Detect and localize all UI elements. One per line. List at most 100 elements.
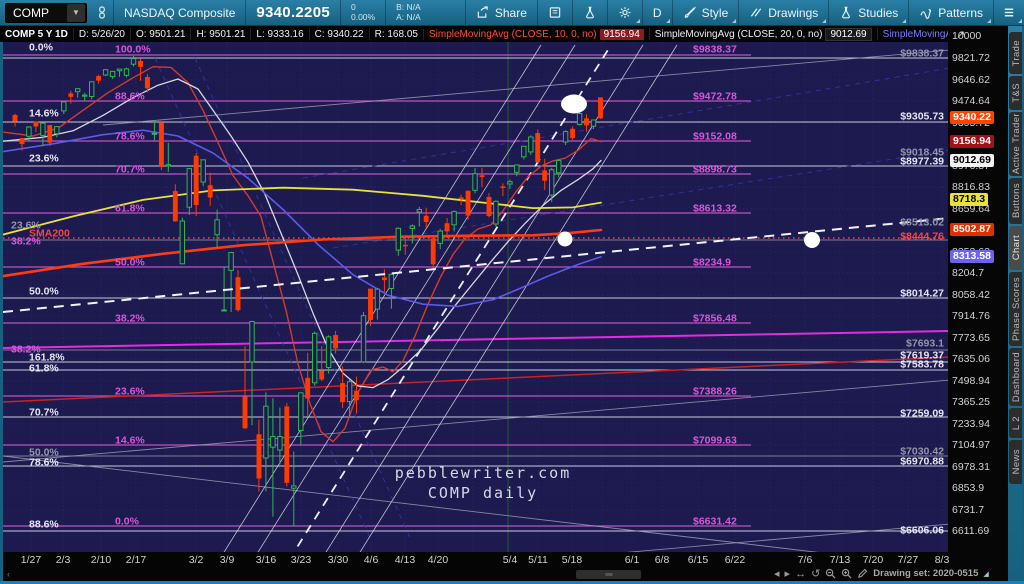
svg-text:$9838.37: $9838.37 <box>693 44 737 56</box>
pencil-icon[interactable] <box>857 568 868 579</box>
studies-button[interactable]: Studies <box>829 0 908 25</box>
chevron-down-icon[interactable]: ▼ <box>67 3 85 22</box>
svg-text:$8513.02: $8513.02 <box>900 217 944 229</box>
svg-text:$7856.48: $7856.48 <box>693 313 737 325</box>
price-axis-label: 8204.7 <box>952 267 985 279</box>
time-axis-label: 4/6 <box>363 554 379 566</box>
top-toolbar: COMP ▼ NASDAQ Composite 9340.2205 0 0.00… <box>0 0 1024 26</box>
link-icon[interactable] <box>91 0 113 25</box>
time-axis-label: 3/30 <box>327 554 349 566</box>
svg-text:$8977.39: $8977.39 <box>900 156 944 168</box>
price-axis-badge: 8502.87 <box>950 223 994 236</box>
svg-text:50.0%: 50.0% <box>115 257 145 269</box>
time-axis-label: 2/3 <box>55 554 71 566</box>
share-button[interactable]: Share <box>466 0 537 25</box>
zoom-out-icon[interactable] <box>825 568 836 579</box>
ask-value: A: N/A <box>396 11 421 22</box>
sidebar-tab-phase-scores[interactable]: Phase Scores <box>1009 272 1024 346</box>
svg-text:$6606.06: $6606.06 <box>900 525 944 537</box>
svg-text:50.0%: 50.0% <box>29 286 59 298</box>
window-right-edge <box>1022 26 1024 584</box>
style-button[interactable]: Style <box>673 0 739 25</box>
price-axis[interactable]: ↗ 100009821.729646.629474.649305.728976.… <box>948 26 1008 584</box>
ohlc-field: O: 9501.21 <box>131 28 192 40</box>
svg-text:38.2%: 38.2% <box>11 344 41 356</box>
menu-button[interactable] <box>994 0 1024 25</box>
svg-text:61.8%: 61.8% <box>115 203 145 215</box>
scroll-left-icon[interactable]: ‹ <box>7 569 10 579</box>
window-bottom-edge <box>0 581 1024 584</box>
timeframe-button[interactable]: D <box>643 0 672 25</box>
sidebar-tab-dashboard[interactable]: Dashboard <box>1009 348 1024 406</box>
expand-horizontal-icon[interactable]: ↔ <box>795 567 807 580</box>
svg-text:50.0%: 50.0% <box>29 447 59 459</box>
study-label[interactable]: SimpleMovingAvg (CLOSE, 10, 0, no) 9156.9… <box>424 28 650 40</box>
pan-left-icon[interactable]: ◂ <box>774 567 780 580</box>
svg-text:pebblewriter.com: pebblewriter.com <box>395 464 572 482</box>
price-axis-label: 6978.31 <box>952 461 990 473</box>
svg-text:$7619.37: $7619.37 <box>900 350 944 362</box>
chart-scrollbar[interactable]: ‹ <box>0 569 948 581</box>
price-axis-label: 7914.76 <box>952 310 990 322</box>
price-chart: 0.0%14.6%23.6%23.6%SMA20038.2%50.0%38.2%… <box>3 42 948 552</box>
wave-icon <box>919 6 933 19</box>
notes-button[interactable] <box>538 0 572 25</box>
time-axis-label: 2/17 <box>125 554 147 566</box>
drawing-set-label[interactable]: Drawing set: 2020-0515 <box>873 568 979 579</box>
price-axis-label: 6853.9 <box>952 482 985 494</box>
svg-text:61.8%: 61.8% <box>29 363 59 375</box>
svg-text:$8898.73: $8898.73 <box>693 164 737 176</box>
svg-text:$9472.78: $9472.78 <box>693 91 737 103</box>
timeframe-label: D <box>652 5 662 20</box>
bid-value: B: N/A <box>396 2 421 12</box>
svg-text:$9305.73: $9305.73 <box>900 111 944 123</box>
time-axis-label: 1/27 <box>20 554 42 566</box>
svg-text:$8444.76: $8444.76 <box>900 231 944 243</box>
zoom-in-icon[interactable] <box>841 568 852 579</box>
sidebar-tab-t-s[interactable]: T&S <box>1009 76 1024 110</box>
sidebar-tab-chart[interactable]: Chart <box>1009 226 1024 270</box>
patterns-button[interactable]: Patterns <box>909 0 993 25</box>
svg-text:161.8%: 161.8% <box>29 352 65 364</box>
notebook-icon <box>548 6 562 19</box>
symbol-description: NASDAQ Composite <box>124 5 236 20</box>
sidebar-tab-l-2[interactable]: L 2 <box>1009 408 1024 438</box>
svg-text:78.6%: 78.6% <box>115 131 145 143</box>
price-axis-label: 8058.42 <box>952 289 990 301</box>
scrollbar-thumb[interactable] <box>576 570 641 579</box>
svg-text:23.6%: 23.6% <box>11 220 41 232</box>
reset-zoom-icon[interactable]: ↺ <box>811 567 821 580</box>
change-percent: 0.00% <box>350 11 376 22</box>
settings-button[interactable] <box>608 0 642 25</box>
study-label[interactable]: SimpleMovingAvg (CLOSE, 20, 0, no) 9012.6… <box>650 27 878 41</box>
svg-text:$7030.42: $7030.42 <box>900 446 944 458</box>
sidebar-tab-active-trader[interactable]: Active Trader <box>1009 112 1024 176</box>
svg-text:$8613.32: $8613.32 <box>693 203 737 215</box>
brush-icon <box>683 6 697 19</box>
pan-right-icon[interactable]: ▸ <box>784 567 791 580</box>
svg-text:23.6%: 23.6% <box>29 153 59 165</box>
sidebar-tab-news[interactable]: News <box>1009 440 1024 484</box>
time-axis[interactable]: 1/27 2/3 2/10 2/17 3/2 3/9 3/16 3/23 3/30 4/6 4/13… <box>0 552 949 569</box>
svg-text:$9838.37: $9838.37 <box>900 48 944 60</box>
analyze-button[interactable] <box>573 0 607 25</box>
svg-text:14.6%: 14.6% <box>29 108 59 120</box>
drawings-button[interactable]: Drawings <box>739 0 828 25</box>
chart-area[interactable]: 0.0% 14.6% 23.6% 23.6% SMA200 38.2% 50.0% 38.2%… <box>0 42 948 552</box>
studies-flask-icon <box>839 6 853 19</box>
time-axis-label: 3/9 <box>219 554 235 566</box>
price-axis-label: 9646.62 <box>952 74 990 86</box>
ohlc-field: C: 9340.22 <box>310 28 370 40</box>
price-axis-label: 6731.7 <box>952 504 985 516</box>
sidebar-tab-trade[interactable]: Trade <box>1009 32 1024 74</box>
study-value: 9012.69 <box>825 27 872 41</box>
time-axis-label: 5/11 <box>528 554 548 566</box>
study-label[interactable]: SimpleMovingAvg (CLOSE,... <box>878 28 948 40</box>
symbol-dropdown[interactable]: COMP ▼ <box>5 2 87 23</box>
svg-text:23.6%: 23.6% <box>115 386 145 398</box>
ohlc-field: D: 5/26/20 <box>74 28 131 40</box>
axis-arrow-icon: ↗ <box>956 29 966 41</box>
sidebar-tab-buttons[interactable]: Buttons <box>1009 178 1024 224</box>
svg-text:70.7%: 70.7% <box>29 407 59 419</box>
